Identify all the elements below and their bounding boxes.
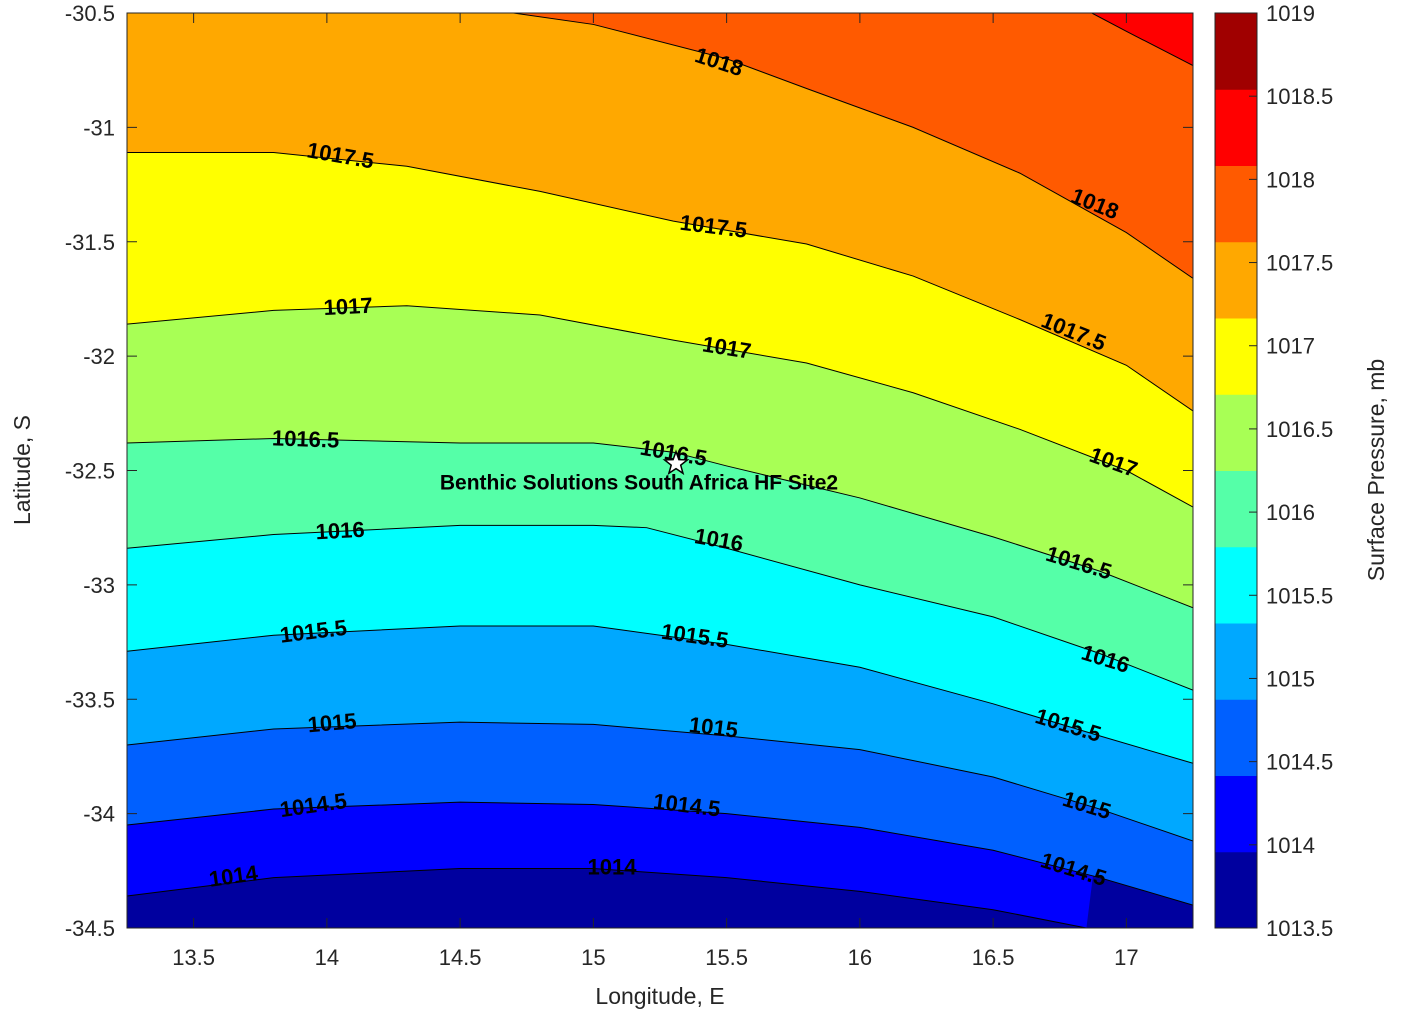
contour-line [513, 13, 1193, 279]
colorbar-swatch [1215, 165, 1257, 243]
contour-fills [127, 13, 1193, 928]
colorbar-tick-label: 1018 [1266, 167, 1315, 192]
colorbar-swatch [1215, 775, 1257, 853]
y-tick-label: -34 [83, 802, 115, 827]
y-tick-label: -34.5 [65, 916, 115, 941]
y-tick-label: -33 [83, 573, 115, 598]
y-tick-label: -32 [83, 344, 115, 369]
contour-label: 1016.5 [272, 425, 340, 452]
contour-line [127, 721, 1193, 842]
colorbar-swatch [1215, 699, 1257, 776]
band-fill [513, 13, 1193, 279]
x-tick-label: 14.5 [439, 945, 482, 970]
contour-line [127, 305, 1193, 508]
star-icon [662, 449, 690, 476]
y-tick-label: -31.5 [65, 230, 115, 255]
contour-line [127, 437, 1193, 609]
colorbar: 1013.5 1014 1014.5 1015 1015.5 1016 1016.5 1017… [1214, 1, 1333, 941]
contour-line [127, 801, 1193, 906]
colorbar-swatch [1215, 470, 1257, 548]
y-axis-label: Latitude, S [9, 415, 35, 525]
contour-lines [127, 13, 1193, 928]
y-tick-label: -30.5 [65, 1, 115, 26]
x-axis-label: Longitude, E [595, 983, 724, 1009]
colorbar-tick-label: 1017 [1266, 334, 1315, 359]
x-tick-label: 15.5 [705, 945, 748, 970]
x-axis: 13.5 14 14.5 15 15.5 16 16.5 17 [172, 13, 1139, 970]
contour-label: 1014 [588, 854, 638, 879]
contour-line [127, 868, 1087, 928]
contour-label: 1015 [307, 708, 358, 737]
colorbar-label: Surface Pressure, mb [1363, 359, 1389, 581]
colorbar-tick-label: 1017.5 [1266, 251, 1333, 276]
y-tick-label: -32.5 [65, 459, 115, 484]
x-tick-label: 13.5 [172, 945, 215, 970]
contour-line [127, 152, 1193, 412]
colorbar-tick-label: 1014 [1266, 833, 1315, 858]
colorbar-swatch [1215, 546, 1257, 624]
x-tick-label: 17 [1114, 945, 1138, 970]
colorbar-tick-label: 1014.5 [1266, 750, 1333, 775]
colorbar-swatch [1215, 394, 1257, 471]
contour-line [127, 524, 1193, 691]
y-axis: -30.5 -31 -31.5 -32 -32.5 -33 -33.5 -34 -34.5 [65, 1, 1193, 941]
colorbar-swatch [1215, 318, 1257, 395]
y-tick-label: -31 [83, 115, 115, 140]
colorbar-tick-label: 1015.5 [1266, 583, 1333, 608]
contour-label: 1016 [315, 517, 365, 545]
colorbar-tick-label: 1016.5 [1266, 417, 1333, 442]
site-label: Benthic Solutions South Africa HF Site2 [440, 472, 838, 495]
y-tick-label: -33.5 [65, 687, 115, 712]
colorbar-swatch [1215, 623, 1257, 700]
colorbar-tick-label: 1018.5 [1266, 84, 1333, 109]
contour-line [127, 625, 1193, 764]
x-tick-label: 16.5 [972, 945, 1015, 970]
colorbar-swatch [1215, 89, 1257, 166]
x-tick-label: 16 [848, 945, 872, 970]
colorbar-swatch [1215, 13, 1257, 90]
colorbar-frame [1214, 12, 1258, 929]
site-marker: Benthic Solutions South Africa HF Site2 [440, 449, 838, 495]
colorbar-tick-label: 1015 [1266, 666, 1315, 691]
contour-label: 1017 [323, 293, 373, 321]
contour-label: 1015 [688, 712, 740, 743]
contour-line [1091, 13, 1193, 67]
colorbar-swatch [1215, 851, 1257, 929]
x-tick-label: 15 [581, 945, 605, 970]
colorbar-swatch [1215, 241, 1257, 319]
colorbar-tick-label: 1019 [1266, 1, 1315, 26]
colorbar-tick-label: 1013.5 [1266, 916, 1333, 941]
x-tick-label: 14 [315, 945, 339, 970]
colorbar-tick-label: 1016 [1266, 500, 1315, 525]
